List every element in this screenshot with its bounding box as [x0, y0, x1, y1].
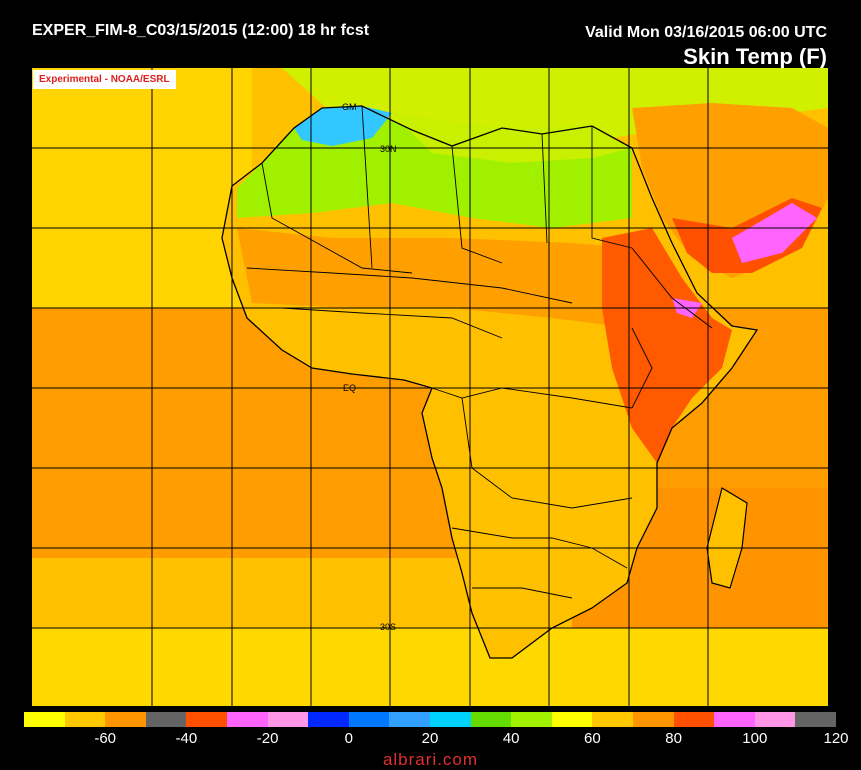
- colorbar-swatch: [470, 712, 512, 727]
- skin-temp-map: GM 30N EQ 30S: [32, 68, 828, 706]
- colorbar-swatch: [754, 712, 796, 727]
- run-info: EXPER_FIM-8_C03/15/2015 (12:00) 18 hr fc…: [32, 22, 370, 39]
- colorbar-swatch: [673, 712, 715, 727]
- watermark: albrari.com: [382, 750, 479, 769]
- colorbar-swatch: [795, 712, 836, 727]
- colorbar-tick-label: 20: [421, 730, 439, 747]
- colorbar: [24, 712, 836, 727]
- country-borders: [246, 105, 713, 599]
- colorbar-swatch: [592, 712, 633, 727]
- colorbar-swatch: [551, 712, 593, 727]
- product-title: Skin Temp (F): [683, 44, 827, 69]
- north-atlantic-field: [32, 68, 252, 308]
- colorbar-swatch: [105, 712, 146, 727]
- valid-time: Valid Mon 03/16/2015 06:00 UTC: [585, 24, 827, 41]
- colorbar-tick-label: 120: [823, 730, 849, 747]
- colorbar-swatch: [64, 712, 106, 727]
- colorbar-tick-label: 40: [502, 730, 520, 747]
- colorbar-tick-label: -60: [94, 730, 117, 747]
- experimental-badge: Experimental - NOAA/ESRL: [33, 70, 176, 89]
- atlas-cold-region: [294, 106, 392, 146]
- madagascar-coastline: [706, 487, 748, 589]
- colorbar-tick-label: 0: [344, 730, 353, 747]
- colorbar-swatch: [429, 712, 471, 727]
- africa-coastline: [221, 105, 759, 659]
- colorbar-swatch: [145, 712, 187, 727]
- colorbar-tick-label: 60: [584, 730, 601, 747]
- colorbar-swatch: [632, 712, 674, 727]
- colorbar-swatch: [348, 712, 390, 727]
- colorbar-swatch: [24, 712, 65, 727]
- colorbar-tick-label: 80: [665, 730, 682, 747]
- colorbar-swatch: [714, 712, 755, 727]
- east-africa-hot-region: [602, 228, 732, 463]
- colorbar-swatch: [226, 712, 268, 727]
- colorbar-swatch: [511, 712, 552, 727]
- label-30n: 30N: [380, 144, 397, 154]
- label-eq: EQ: [343, 383, 356, 393]
- south-ocean-field: [32, 628, 828, 706]
- label-30s: 30S: [380, 622, 396, 632]
- label-gm: GM: [342, 102, 357, 112]
- colorbar-swatch: [389, 712, 430, 727]
- colorbar-ticks: -60 -40 -20 0 20 40 60 80 100 120: [24, 730, 848, 748]
- colorbar-tick-label: 100: [742, 730, 768, 747]
- colorbar-swatch: [186, 712, 227, 727]
- colorbar-tick-label: -20: [256, 730, 279, 747]
- graticule: [32, 68, 828, 706]
- colorbar-swatch: [267, 712, 309, 727]
- colorbar-tick-label: -40: [175, 730, 198, 747]
- arabia-hottest-region: [732, 203, 817, 263]
- colorbar-swatch: [308, 712, 349, 727]
